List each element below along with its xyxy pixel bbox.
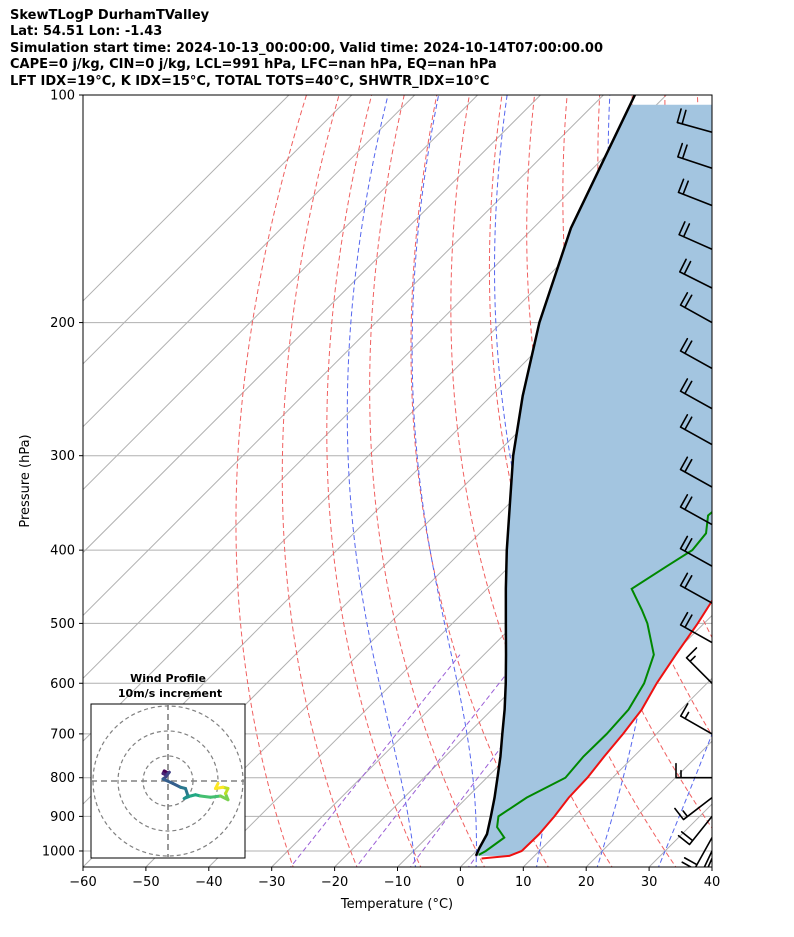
isotherm xyxy=(83,95,478,491)
hodograph-ring xyxy=(117,730,219,832)
isotherm xyxy=(522,677,712,867)
y-tick-label: 600 xyxy=(50,677,75,692)
wind-barb xyxy=(679,456,712,488)
y-tick-label: 200 xyxy=(50,316,75,331)
hodograph-rings xyxy=(91,704,245,858)
mixing-ratio-line xyxy=(289,654,461,867)
time-line: Simulation start time: 2024-10-13_00:00:… xyxy=(10,40,603,56)
wind-barb xyxy=(679,378,712,410)
isotherm xyxy=(334,488,712,867)
moist-adiabat xyxy=(346,95,416,867)
wind-barb xyxy=(681,836,712,867)
wind-barb xyxy=(679,258,712,289)
temperature-profile-line xyxy=(481,599,712,860)
wind-barb xyxy=(707,857,712,867)
profiles xyxy=(474,95,712,860)
x-tick-label: −50 xyxy=(132,875,159,890)
dry-adiabat xyxy=(281,95,358,867)
wind-barb xyxy=(703,850,712,867)
chart-title: SkewTLogP DurhamTValley xyxy=(10,8,210,23)
axis-ticks: −60 −50 −40 −30 −20 −10 0 10 20 30 40 100 200 300 400 5… xyxy=(42,89,720,891)
chart-header: SkewTLogP DurhamTValley Lat: 54.51 Lon: … xyxy=(10,8,603,90)
y-tick-label: 100 xyxy=(50,89,75,104)
x-axis-label: Temperature (°C) xyxy=(340,897,453,912)
isotherm xyxy=(83,95,353,365)
cin-fill xyxy=(475,104,712,856)
wind-barb xyxy=(677,142,712,170)
x-tick-label: −10 xyxy=(384,875,411,890)
isotherm xyxy=(83,95,604,617)
hodograph-subtitle: 10m/s increment xyxy=(118,687,222,700)
isotherm xyxy=(83,95,416,428)
x-tick-label: 10 xyxy=(515,875,532,890)
y-tick-label: 1000 xyxy=(42,844,75,859)
wind-barb xyxy=(677,815,712,846)
hodograph-title: Wind Profile xyxy=(130,672,206,685)
x-tick-label: −20 xyxy=(321,875,348,890)
y-tick-label: 500 xyxy=(50,617,75,632)
y-tick-label: 900 xyxy=(50,810,75,825)
x-tick-label: 20 xyxy=(578,875,595,890)
x-tick-label: −30 xyxy=(258,875,285,890)
wind-barb xyxy=(679,292,712,324)
dry-adiabat xyxy=(235,95,307,867)
y-tick-label: 800 xyxy=(50,771,75,786)
wind-barb xyxy=(679,611,712,644)
wind-barb xyxy=(679,414,712,446)
wind-barb xyxy=(674,796,712,821)
wind-barbs xyxy=(674,108,712,867)
hodograph-segment xyxy=(199,794,212,799)
parcel-profile-line xyxy=(474,95,636,857)
y-tick-label: 400 xyxy=(50,544,75,559)
isotherm xyxy=(83,95,541,554)
dry-adiabat xyxy=(369,95,486,867)
isotherm xyxy=(83,95,667,680)
wind-barb xyxy=(675,762,712,779)
wind-barb xyxy=(677,178,712,207)
wind-barb xyxy=(678,221,712,251)
location-line: Lat: 54.51 Lon: -1.43 xyxy=(10,24,163,40)
x-tick-label: 40 xyxy=(704,875,721,890)
y-axis-label: Pressure (hPa) xyxy=(18,434,33,527)
isotherm xyxy=(711,866,712,867)
wind-barb xyxy=(679,337,712,370)
x-tick-label: −40 xyxy=(195,875,222,890)
x-tick-label: 0 xyxy=(456,875,464,890)
dewpoint-profile-line xyxy=(478,510,712,856)
dry-adiabat xyxy=(488,95,677,867)
wind-barb xyxy=(679,572,712,604)
wind-barb xyxy=(679,494,712,526)
hodograph-segment xyxy=(214,782,220,790)
wind-barb xyxy=(679,535,712,567)
isotherm xyxy=(83,95,290,302)
wind-barb xyxy=(679,703,712,735)
index-line: LFT IDX=19°C, K IDX=15°C, TOTAL TOTS=40°… xyxy=(10,73,490,89)
y-tick-label: 300 xyxy=(50,449,75,464)
dry-adiabat xyxy=(729,60,794,870)
dry-adiabat xyxy=(410,95,549,867)
x-tick-label: −60 xyxy=(69,875,96,890)
hodograph-trace xyxy=(161,769,230,802)
wind-barb xyxy=(676,108,712,134)
cin-shading xyxy=(475,104,712,856)
y-tick-label: 700 xyxy=(50,727,75,742)
hodograph-segment xyxy=(161,777,175,785)
hodograph-segment xyxy=(209,794,222,799)
dry-adiabat xyxy=(326,95,422,867)
cape-line: CAPE=0 j/kg, CIN=0 j/kg, LCL=991 hPa, LF… xyxy=(10,57,497,73)
moist-adiabat xyxy=(411,95,477,867)
x-tick-label: 30 xyxy=(641,875,658,890)
hodograph-inset: Wind Profile 10m/s increment xyxy=(90,672,246,859)
wind-barb xyxy=(685,647,712,685)
mixing-ratio-line xyxy=(355,654,522,867)
